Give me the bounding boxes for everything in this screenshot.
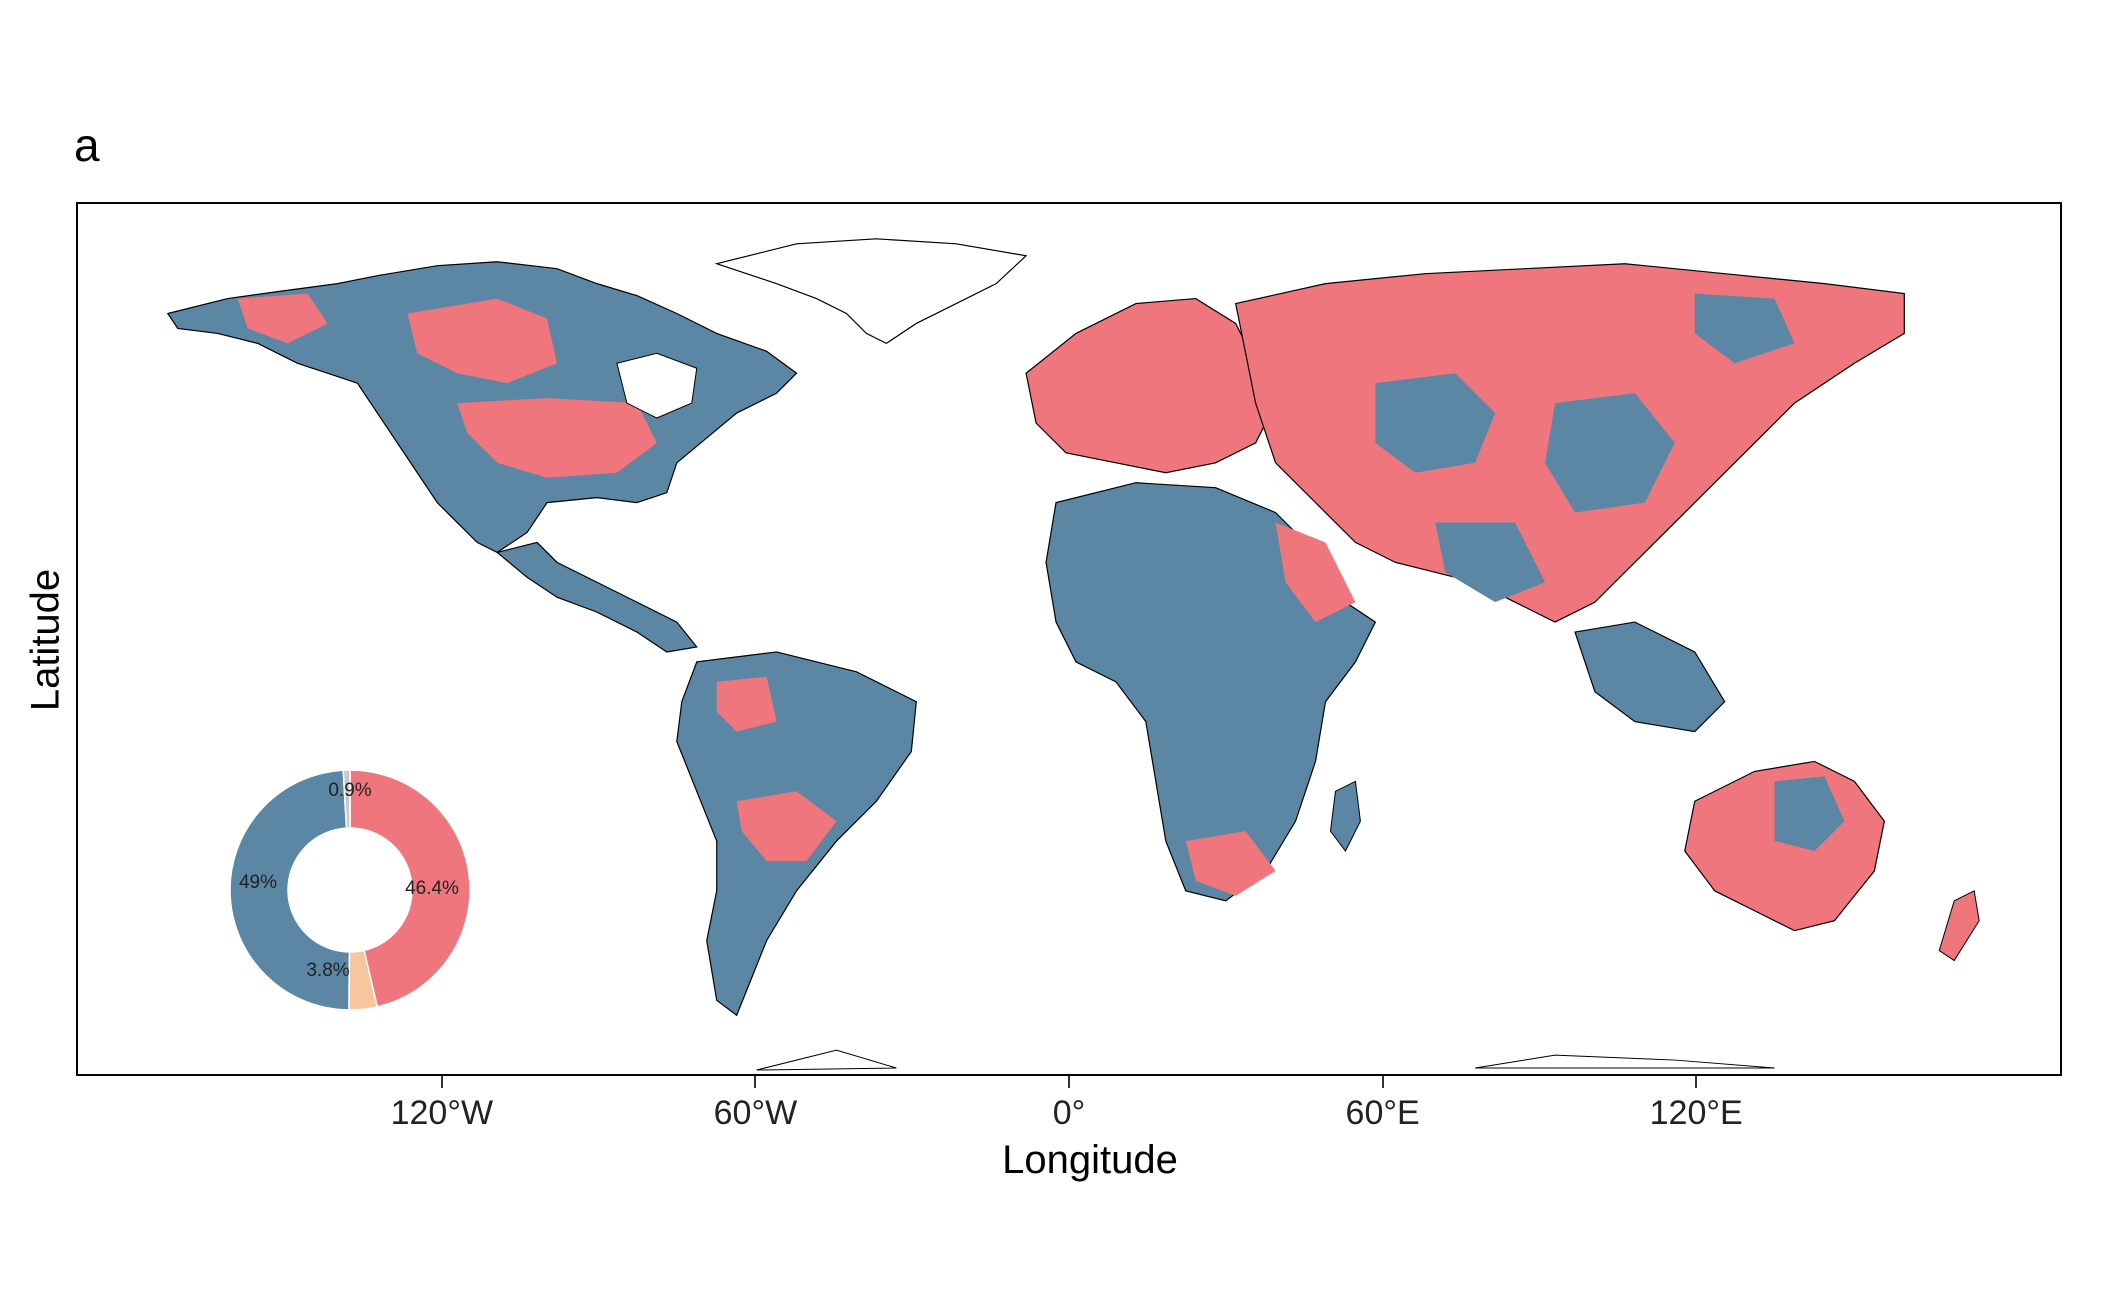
panel-label: a <box>74 119 100 171</box>
x-tick-mark <box>1695 1076 1698 1088</box>
donut-slice-label: 0.9% <box>328 780 371 801</box>
region-sa-red-2 <box>736 791 837 861</box>
region-na-red-1 <box>407 298 558 384</box>
donut-slice <box>349 769 471 1008</box>
donut-slice-label: 46.4% <box>405 878 459 899</box>
region-na-red-2 <box>457 398 657 478</box>
x-tick-label: 120°W <box>390 1094 494 1132</box>
x-tick-mark <box>440 1076 443 1088</box>
donut-slice <box>229 769 351 1011</box>
region-na-red-3 <box>237 293 328 344</box>
donut-slice-label: 49% <box>239 872 277 893</box>
region-sa-red-1 <box>716 676 777 732</box>
donut-slice-label: 3.8% <box>306 960 349 981</box>
x-axis-label: Longitude <box>1002 1138 1178 1182</box>
region-africa-red-1 <box>1275 522 1356 623</box>
world-map <box>166 238 1980 1071</box>
x-tick-label: 120°E <box>1649 1094 1743 1132</box>
region-australia-blue <box>1774 776 1845 852</box>
x-tick-label: 60°E <box>1345 1094 1420 1132</box>
x-tick-label: 60°W <box>713 1094 798 1132</box>
region-africa-red-2 <box>1185 831 1276 896</box>
x-tick-mark <box>754 1076 757 1088</box>
region-greenland <box>714 238 1028 345</box>
region-asia-blue-2 <box>1545 393 1675 513</box>
donut-inset: 46.4% 3.8% 49% 0.9% <box>229 769 471 1011</box>
x-tick-label: 0° <box>1052 1094 1086 1132</box>
x-tick-mark <box>1068 1076 1070 1088</box>
y-axis-label: Latitude <box>23 568 68 712</box>
region-se-asia <box>1574 621 1726 733</box>
region-europe <box>1025 297 1277 474</box>
region-asia-blue-1 <box>1375 373 1496 473</box>
region-antarctica <box>756 1049 1775 1071</box>
donut-slice <box>342 769 351 829</box>
region-madagascar <box>1329 780 1361 852</box>
x-tick-mark <box>1381 1076 1384 1088</box>
region-new-zealand <box>1938 890 1980 962</box>
region-central-america <box>495 541 698 653</box>
region-hudson-bay <box>616 352 698 419</box>
region-asia-blue-4 <box>1435 522 1546 603</box>
region-asia-blue-3 <box>1694 293 1795 364</box>
